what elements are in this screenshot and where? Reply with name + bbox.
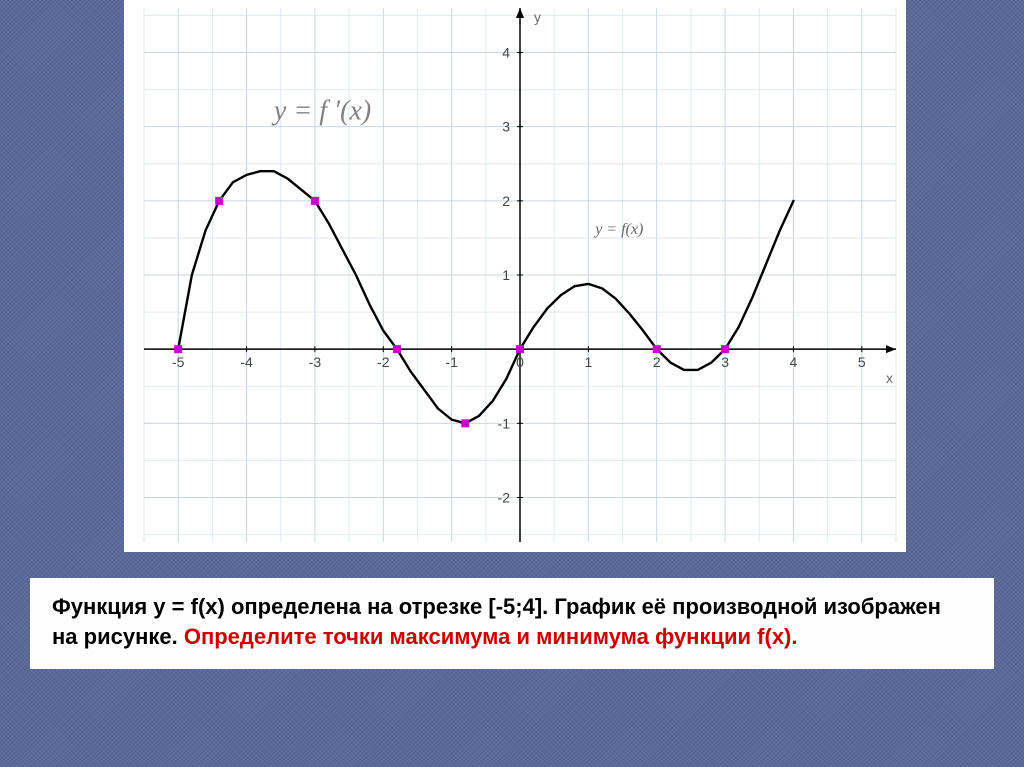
- svg-text:1: 1: [584, 354, 592, 370]
- svg-text:y: y: [534, 9, 541, 25]
- svg-text:4: 4: [790, 354, 798, 370]
- svg-text:-1: -1: [498, 415, 511, 431]
- derivative-chart: -5-4-3-2-1012345-2-11234yxy = f ′(x)y = …: [124, 0, 906, 552]
- question-panel: Функция y = f(x) определена на отрезке […: [30, 578, 994, 669]
- svg-text:3: 3: [502, 119, 510, 135]
- chart-panel: -5-4-3-2-1012345-2-11234yxy = f ′(x)y = …: [124, 0, 906, 552]
- svg-text:y = f ′(x): y = f ′(x): [271, 95, 371, 126]
- slide-root: { "chart": { "type": "line", "background…: [0, 0, 1024, 767]
- svg-text:-4: -4: [240, 354, 253, 370]
- question-text-task: Определите точки максимума и минимума фу…: [184, 624, 798, 649]
- svg-text:-2: -2: [498, 490, 511, 506]
- svg-text:-2: -2: [377, 354, 390, 370]
- svg-text:y = f(x): y = f(x): [593, 221, 643, 238]
- svg-text:x: x: [886, 370, 893, 386]
- svg-text:2: 2: [653, 354, 661, 370]
- svg-text:-1: -1: [445, 354, 458, 370]
- svg-text:2: 2: [502, 193, 510, 209]
- svg-text:1: 1: [502, 267, 510, 283]
- svg-text:4: 4: [502, 45, 510, 61]
- svg-text:3: 3: [721, 354, 729, 370]
- svg-text:-3: -3: [309, 354, 322, 370]
- svg-text:5: 5: [858, 354, 866, 370]
- svg-text:-5: -5: [172, 354, 185, 370]
